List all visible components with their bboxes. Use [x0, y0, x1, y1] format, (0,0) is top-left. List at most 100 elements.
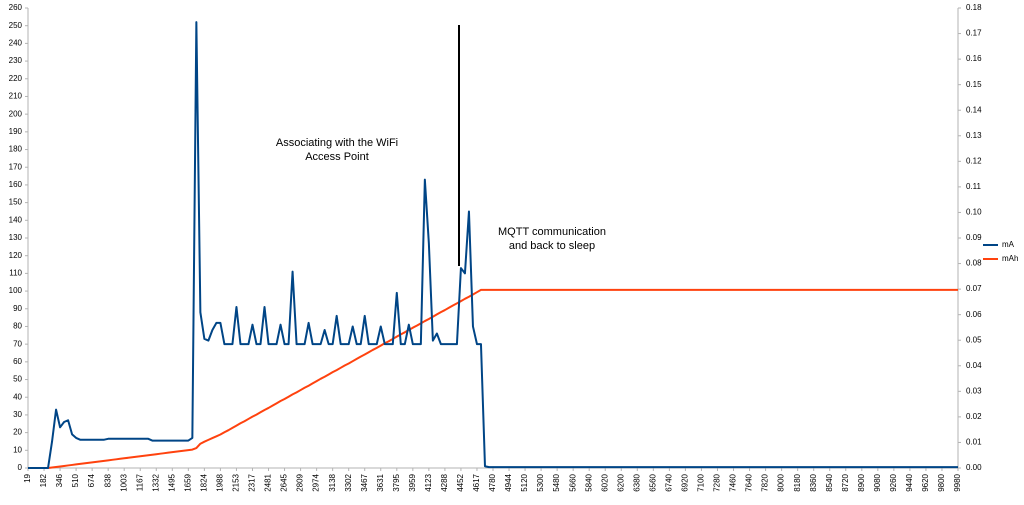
y2-tick-label: 0.01: [966, 438, 982, 447]
x-tick-label: 3138: [328, 473, 337, 491]
y-tick-label: 250: [9, 21, 23, 30]
y-tick-label: 110: [9, 268, 22, 277]
x-tick-label: 4617: [472, 473, 481, 491]
x-tick-label: 2974: [312, 473, 321, 491]
x-tick-label: 7280: [713, 473, 722, 491]
x-tick-label: 5840: [584, 473, 593, 491]
annotation: Access Point: [305, 151, 369, 163]
y2-tick-label: 0.12: [966, 156, 982, 165]
y-tick-label: 100: [9, 286, 23, 295]
x-tick-label: 8540: [825, 473, 834, 491]
x-tick-label: 9440: [905, 473, 914, 491]
y-tick-label: 140: [9, 215, 23, 224]
x-tick-label: 1332: [151, 473, 160, 491]
y2-tick-label: 0.07: [966, 284, 982, 293]
y2-tick-label: 0.02: [966, 412, 982, 421]
x-tick-label: 6380: [632, 473, 641, 491]
y-tick-label: 230: [9, 56, 23, 65]
y2-tick-label: 0.06: [966, 310, 982, 319]
x-tick-label: 2317: [248, 473, 257, 491]
y2-tick-label: 0.18: [966, 3, 982, 12]
x-tick-label: 2153: [232, 473, 241, 491]
y2-tick-label: 0.17: [966, 29, 982, 38]
x-tick-label: 9620: [921, 473, 930, 491]
x-tick-label: 4780: [488, 473, 497, 491]
x-tick-label: 3302: [344, 473, 353, 491]
y2-tick-label: 0.00: [966, 463, 982, 472]
x-tick-label: 6920: [681, 473, 690, 491]
annotation: and back to sleep: [509, 240, 595, 252]
series-line: [28, 288, 958, 469]
y-tick-label: 80: [13, 322, 22, 331]
y-tick-label: 90: [13, 304, 22, 313]
x-tick-label: 1659: [183, 473, 192, 491]
x-tick-label: 7460: [729, 473, 738, 491]
x-tick-label: 6560: [648, 473, 657, 491]
x-tick-label: 5660: [568, 473, 577, 491]
y-tick-label: 190: [9, 127, 23, 136]
x-tick-label: 9080: [873, 473, 882, 491]
y2-tick-label: 0.03: [966, 386, 982, 395]
y2-tick-label: 0.13: [966, 131, 982, 140]
y-tick-label: 30: [13, 410, 22, 419]
x-tick-label: 1495: [167, 473, 176, 491]
y-tick-label: 220: [9, 74, 23, 83]
y2-tick-label: 0.09: [966, 233, 982, 242]
y-tick-label: 60: [13, 357, 22, 366]
x-tick-label: 6200: [616, 473, 625, 491]
y-tick-label: 200: [9, 109, 23, 118]
y2-tick-label: 0.11: [966, 182, 982, 191]
x-tick-label: 19: [23, 473, 32, 482]
y-tick-label: 240: [9, 38, 23, 47]
y-tick-label: 50: [13, 375, 22, 384]
x-tick-label: 6020: [600, 473, 609, 491]
y2-tick-label: 0.15: [966, 80, 982, 89]
legend-label: mA: [1002, 240, 1015, 249]
x-tick-label: 510: [71, 473, 80, 487]
y2-tick-label: 0.16: [966, 54, 982, 63]
x-tick-label: 3959: [408, 473, 417, 491]
y2-tick-label: 0.04: [966, 361, 982, 370]
y-tick-label: 40: [13, 392, 22, 401]
x-tick-label: 7100: [697, 473, 706, 491]
x-tick-label: 838: [103, 473, 112, 487]
x-tick-label: 5300: [536, 473, 545, 491]
y-tick-label: 150: [9, 198, 23, 207]
y-tick-label: 10: [13, 445, 22, 454]
x-tick-label: 2809: [296, 473, 305, 491]
x-tick-label: 4123: [424, 473, 433, 491]
y-tick-label: 130: [9, 233, 23, 242]
x-tick-label: 7820: [761, 473, 770, 491]
x-tick-label: 4452: [456, 473, 465, 491]
y2-tick-label: 0.08: [966, 259, 982, 268]
x-tick-label: 6740: [664, 473, 673, 491]
series-line: [28, 21, 958, 469]
x-tick-label: 9800: [937, 473, 946, 491]
y2-tick-label: 0.10: [966, 208, 982, 217]
x-tick-label: 1003: [119, 473, 128, 491]
x-tick-label: 3795: [392, 473, 401, 491]
x-tick-label: 1988: [216, 473, 225, 491]
x-tick-label: 9980: [953, 473, 962, 491]
x-tick-label: 5120: [520, 473, 529, 491]
y-tick-label: 170: [9, 162, 23, 171]
y-tick-label: 260: [9, 3, 23, 12]
y-tick-label: 20: [13, 428, 22, 437]
annotation: MQTT communication: [498, 226, 606, 238]
x-tick-label: 7640: [745, 473, 754, 491]
y-tick-label: 180: [9, 145, 23, 154]
x-tick-label: 8000: [777, 473, 786, 491]
x-tick-label: 9260: [889, 473, 898, 491]
y-tick-label: 210: [9, 92, 23, 101]
y-tick-label: 160: [9, 180, 23, 189]
x-tick-label: 4944: [504, 473, 513, 491]
legend-label: mAh: [1002, 254, 1018, 263]
x-tick-label: 674: [87, 473, 96, 487]
y-tick-label: 120: [9, 251, 23, 260]
y-tick-label: 70: [13, 339, 22, 348]
x-tick-label: 2481: [264, 473, 273, 491]
x-tick-label: 346: [55, 473, 64, 487]
x-tick-label: 4288: [440, 473, 449, 491]
